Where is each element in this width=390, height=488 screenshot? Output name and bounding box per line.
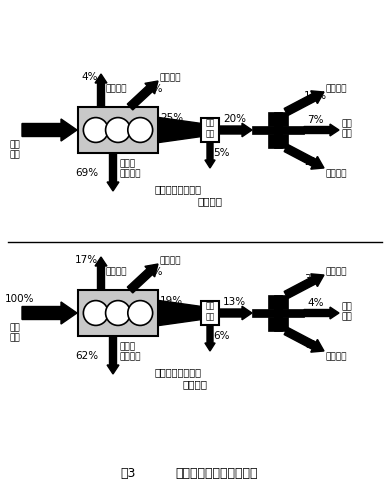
Polygon shape: [107, 154, 119, 192]
Circle shape: [128, 301, 152, 326]
Polygon shape: [158, 118, 201, 143]
Text: 燃料: 燃料: [10, 323, 20, 331]
Text: 气动阻力: 气动阻力: [326, 84, 347, 93]
Circle shape: [83, 301, 108, 326]
Text: 3%: 3%: [304, 273, 321, 284]
Polygon shape: [22, 303, 77, 325]
Text: 5%: 5%: [213, 148, 229, 158]
Bar: [201, 302, 219, 325]
Text: 7%: 7%: [307, 115, 323, 125]
Text: 2%: 2%: [304, 157, 321, 167]
Text: 刹车损失: 刹车损失: [326, 351, 347, 360]
Text: 驱动系统能量损失: 驱动系统能量损失: [155, 366, 202, 376]
Polygon shape: [205, 325, 215, 351]
Polygon shape: [127, 264, 158, 293]
Text: 25%: 25%: [160, 113, 183, 123]
Text: 能量损耗: 能量损耗: [120, 351, 142, 360]
Bar: [252, 309, 304, 317]
Text: 气动阻力: 气动阻力: [326, 266, 347, 275]
Polygon shape: [284, 92, 324, 116]
Circle shape: [128, 118, 152, 143]
Polygon shape: [107, 336, 119, 374]
Text: 20%: 20%: [223, 114, 246, 124]
Text: 喷入: 喷入: [10, 150, 20, 159]
Polygon shape: [304, 125, 339, 137]
Polygon shape: [95, 75, 107, 108]
Text: 13%: 13%: [223, 296, 246, 306]
Text: 燃料: 燃料: [10, 140, 20, 149]
Polygon shape: [219, 306, 252, 320]
Bar: [268, 113, 288, 127]
Text: 怠速工况: 怠速工况: [106, 266, 128, 275]
Bar: [201, 119, 219, 142]
Text: 高速工况: 高速工况: [197, 196, 223, 205]
Circle shape: [83, 118, 108, 143]
Text: 17%: 17%: [75, 254, 98, 264]
Circle shape: [106, 118, 130, 143]
Text: 驱动系统能量损失: 驱动系统能量损失: [155, 183, 202, 194]
Polygon shape: [284, 274, 324, 299]
Text: 100%: 100%: [5, 293, 35, 304]
Text: 电子负载: 电子负载: [160, 73, 181, 82]
Bar: [78, 290, 158, 336]
Text: 阻力: 阻力: [342, 311, 353, 320]
Polygon shape: [22, 120, 77, 142]
Bar: [268, 317, 288, 331]
Text: 2%: 2%: [146, 266, 163, 276]
Text: 19%: 19%: [160, 295, 183, 305]
Bar: [78, 108, 158, 154]
Text: 图3: 图3: [120, 466, 135, 479]
Text: 62%: 62%: [75, 350, 98, 360]
Bar: [274, 295, 282, 331]
Polygon shape: [284, 328, 324, 352]
Text: 标准乘用车的能量使用图: 标准乘用车的能量使用图: [175, 466, 257, 479]
Text: 滚动: 滚动: [342, 119, 353, 128]
Text: 发动机: 发动机: [120, 341, 136, 350]
Polygon shape: [219, 124, 252, 138]
Polygon shape: [127, 82, 158, 111]
Bar: [268, 135, 288, 149]
Bar: [268, 295, 288, 309]
Polygon shape: [158, 301, 201, 326]
Text: 6%: 6%: [304, 339, 321, 349]
Text: 4%: 4%: [307, 297, 323, 307]
Bar: [274, 113, 282, 149]
Text: 怠速工况: 怠速工况: [106, 84, 128, 93]
Polygon shape: [304, 307, 339, 319]
Polygon shape: [205, 142, 215, 169]
Text: 驱动
系统: 驱动 系统: [206, 300, 214, 321]
Polygon shape: [202, 306, 218, 320]
Text: 2%: 2%: [146, 84, 163, 94]
Text: 滚动: 滚动: [342, 302, 353, 310]
Text: 城市工况: 城市工况: [183, 378, 207, 388]
Text: 阻力: 阻力: [342, 129, 353, 138]
Polygon shape: [95, 258, 107, 290]
Text: 电子负载: 电子负载: [160, 256, 181, 264]
Polygon shape: [284, 145, 324, 170]
Text: 11%: 11%: [304, 91, 327, 101]
Bar: [252, 127, 304, 135]
Text: 驱动
系统: 驱动 系统: [206, 118, 214, 138]
Polygon shape: [202, 124, 218, 138]
Text: 能量损耗: 能量损耗: [120, 169, 142, 178]
Circle shape: [106, 301, 130, 326]
Text: 6%: 6%: [213, 330, 229, 340]
Text: 4%: 4%: [82, 72, 98, 82]
Text: 喷入: 喷入: [10, 332, 20, 341]
Text: 69%: 69%: [75, 168, 98, 178]
Text: 发动机: 发动机: [120, 159, 136, 168]
Text: 刹车损失: 刹车损失: [326, 169, 347, 178]
